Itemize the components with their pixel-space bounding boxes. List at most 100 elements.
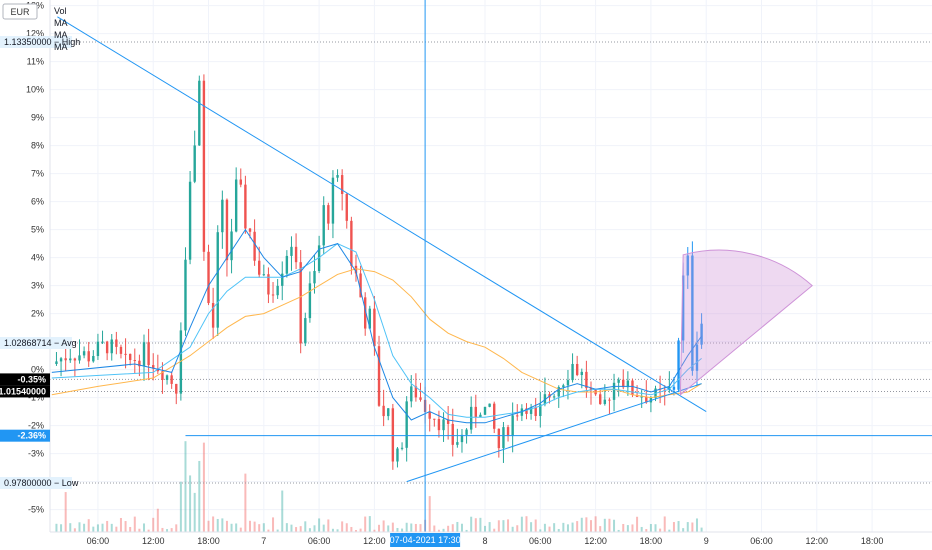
ma-fast-line [51, 228, 703, 424]
candle-body [506, 427, 510, 437]
volume-bar [212, 516, 215, 532]
volume-bar [133, 516, 136, 532]
candle-body [105, 341, 109, 354]
x-tick-label: 06:00 [87, 536, 110, 546]
volume-bar [331, 528, 334, 532]
volume-bar [631, 524, 634, 532]
volume-bar [267, 529, 270, 532]
volume-bar [433, 525, 436, 532]
candle-body [152, 365, 155, 369]
volume-bar [83, 523, 86, 532]
candle-body [87, 351, 90, 362]
volume-bar [170, 528, 173, 532]
y-tick-label: 8% [31, 141, 44, 151]
volume-bar [327, 519, 330, 532]
candle-body [589, 388, 593, 391]
volume-bar [359, 528, 362, 532]
volume-bar [262, 523, 265, 532]
price-levels [50, 41, 932, 484]
volume-bar [672, 522, 675, 532]
y-tick-label: 6% [31, 197, 44, 207]
candle-body [92, 355, 95, 362]
candle-body [276, 285, 279, 296]
candle-body [82, 351, 86, 356]
candle-body [534, 407, 537, 417]
volume-bar [617, 529, 620, 532]
candle-body [207, 251, 210, 304]
volume-bar [221, 518, 224, 532]
marker-badge [0, 385, 50, 398]
candle-body [516, 415, 519, 417]
candle-body [622, 379, 625, 388]
candle-body [437, 419, 441, 431]
candle-body [253, 231, 256, 261]
candle-body [294, 246, 298, 263]
volume-bar [442, 528, 445, 532]
candle-body [631, 380, 634, 396]
volume-bar [497, 520, 500, 532]
volume-bar [101, 523, 104, 532]
crosshair-time-label: 07-04-2021 17:30 [390, 535, 461, 545]
currency-badge[interactable] [2, 3, 38, 20]
legend: EUR Vol MA MA MA [2, 3, 68, 52]
volume-bar [364, 516, 367, 532]
volume-bar [248, 520, 251, 532]
volume-bar [258, 524, 261, 532]
candle-body [640, 396, 643, 398]
candle-body [262, 274, 266, 276]
volume-bar [161, 527, 164, 532]
volume-bar [571, 522, 574, 532]
ma-slow-line [51, 268, 702, 399]
volume-bar [124, 521, 127, 532]
volume-bar [502, 520, 505, 532]
volume-bars [55, 441, 703, 532]
drawings[interactable] [57, 0, 932, 532]
candle-body [271, 294, 275, 296]
volume-bar [622, 523, 625, 532]
candle-body [396, 448, 399, 462]
volume-bar [599, 526, 602, 532]
volume-bar [479, 517, 482, 532]
candle-body [571, 363, 574, 381]
level-badge [0, 337, 72, 349]
volume-bar [156, 508, 159, 532]
descending-trendline [57, 16, 707, 413]
candle-body [221, 199, 224, 233]
candle-body [456, 442, 459, 445]
volume-bar [608, 518, 611, 532]
candle-body [525, 408, 528, 414]
volume-bar [589, 520, 592, 532]
candle-body [115, 339, 118, 347]
volume-bar [184, 441, 187, 532]
candle-body [119, 346, 123, 354]
volume-bar [216, 518, 219, 532]
x-axis: 06:00 12:00 18:00 7 06:00 12:00 8 06:00 12:00 18:… [50, 531, 932, 546]
volume-bar [96, 524, 99, 532]
volume-bar [686, 522, 689, 532]
y-tick-label: 3% [31, 281, 44, 291]
volume-bar [663, 516, 666, 532]
volume-bar [313, 525, 316, 532]
x-tick-label: 12:00 [584, 536, 607, 546]
candle-body [184, 259, 187, 331]
candle-body [686, 255, 689, 276]
volume-bar [414, 523, 417, 532]
candle-body [608, 399, 611, 401]
volume-bar [308, 528, 311, 532]
volume-bar [659, 528, 662, 532]
candle-body [681, 275, 685, 341]
volume-bar [562, 522, 565, 532]
volume-bar [548, 526, 551, 532]
candle-body [290, 246, 293, 256]
marker-badge [0, 373, 50, 386]
candle-body [96, 341, 100, 356]
candle-body [359, 273, 362, 298]
volume-bar [474, 518, 477, 532]
candle-body [340, 175, 344, 194]
volume-bar [354, 529, 357, 532]
candle-body [626, 380, 630, 388]
volume-bar [507, 519, 510, 532]
candle-body [405, 401, 408, 448]
volume-bar [299, 526, 302, 532]
